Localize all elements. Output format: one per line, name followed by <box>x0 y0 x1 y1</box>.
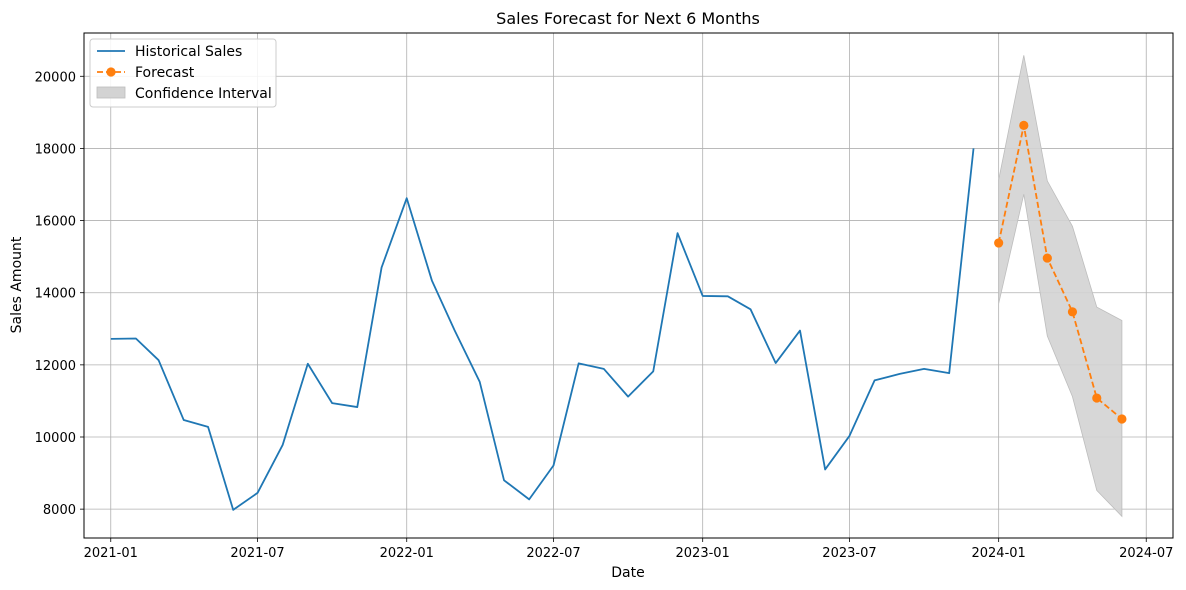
y-tick-label: 8000 <box>43 503 76 518</box>
x-axis-label: Date <box>611 565 644 581</box>
chart-title: Sales Forecast for Next 6 Months <box>496 9 760 28</box>
x-tick-label: 2023-01 <box>676 546 730 561</box>
y-tick-label: 18000 <box>35 142 76 157</box>
confidence-band-layer <box>998 55 1123 518</box>
x-tick-label: 2021-01 <box>84 546 138 561</box>
grid-lines <box>84 33 1173 538</box>
legend-forecast-label: Forecast <box>135 65 195 81</box>
x-tick-label: 2021-07 <box>230 546 284 561</box>
forecast-point <box>1117 414 1127 424</box>
legend: Historical Sales Forecast Confidence Inter… <box>89 38 277 108</box>
y-axis-ticks: 8000 10000 12000 14000 16000 18000 20000 <box>35 70 84 518</box>
x-tick-label: 2024-07 <box>1119 546 1173 561</box>
forecast-line <box>997 124 1123 420</box>
forecast-point <box>1042 253 1052 263</box>
y-tick-label: 20000 <box>35 70 76 85</box>
y-axis-label: Sales Amount <box>9 236 25 333</box>
legend-ci-swatch <box>96 86 126 99</box>
legend-box <box>89 38 277 108</box>
confidence-interval-band <box>998 55 1123 518</box>
x-axis-ticks: 2021-01 2021-07 2022-01 2022-07 2023-01 2023-… <box>84 538 1173 561</box>
legend-ci-label: Confidence Interval <box>135 86 272 102</box>
x-tick-label: 2023-07 <box>822 546 876 561</box>
forecast-point <box>1092 393 1102 403</box>
y-tick-label: 12000 <box>35 359 76 374</box>
plot-frame <box>83 32 1174 539</box>
series-layer <box>110 120 1127 511</box>
x-tick-label: 2022-07 <box>526 546 580 561</box>
forecast-point <box>1067 307 1078 317</box>
forecast-point <box>1019 120 1029 130</box>
y-tick-label: 10000 <box>35 431 76 446</box>
y-tick-label: 14000 <box>35 287 76 302</box>
historical-sales-line <box>110 148 975 511</box>
x-tick-label: 2024-01 <box>971 546 1025 561</box>
legend-forecast-marker <box>106 67 116 77</box>
forecast-point <box>994 238 1004 248</box>
x-tick-label: 2022-01 <box>380 546 434 561</box>
legend-historical-label: Historical Sales <box>135 44 242 60</box>
y-tick-label: 16000 <box>35 215 76 230</box>
